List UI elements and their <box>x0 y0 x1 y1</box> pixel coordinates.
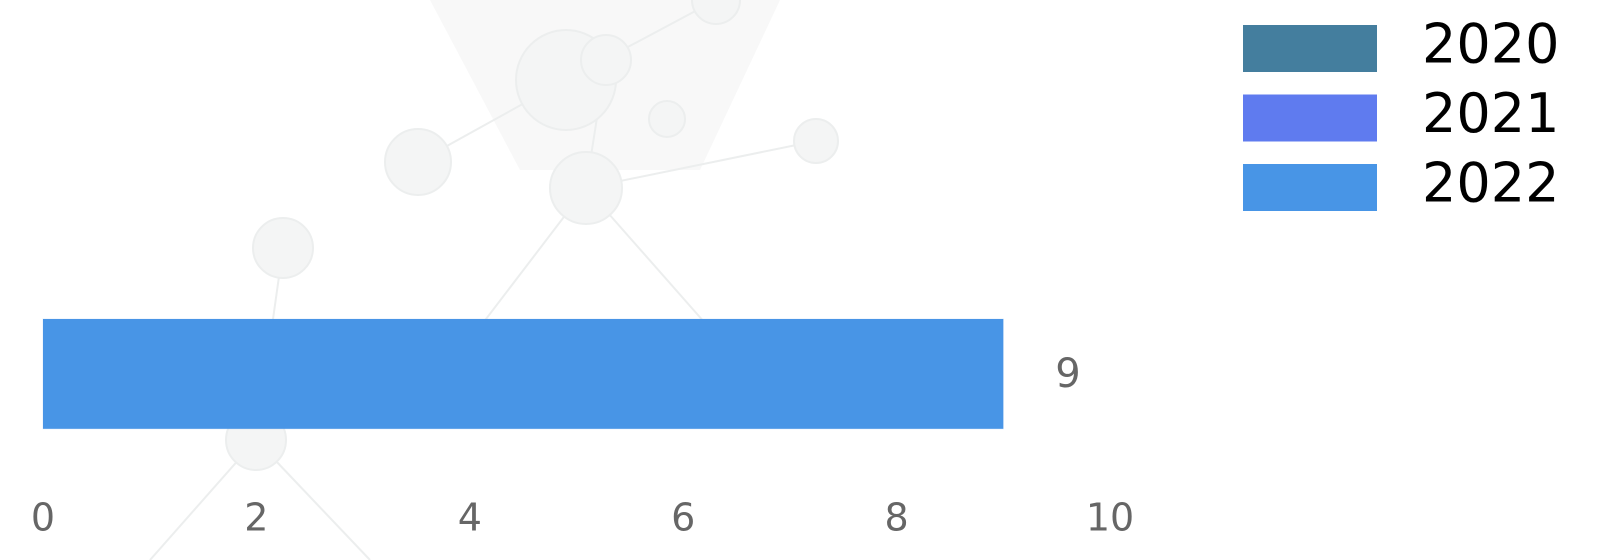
x-tick-label: 4 <box>458 496 482 540</box>
legend-swatch <box>1243 94 1377 142</box>
x-tick-label: 10 <box>1086 496 1134 540</box>
legend-label: 2020 <box>1422 13 1559 76</box>
x-tick-label: 2 <box>244 496 268 540</box>
legend-swatch <box>1243 25 1377 72</box>
legend-swatch <box>1243 164 1377 211</box>
legend-label: 2021 <box>1422 82 1559 145</box>
x-tick-label: 8 <box>885 496 909 540</box>
x-tick-label: 6 <box>671 496 695 540</box>
legend-label: 2022 <box>1422 152 1559 215</box>
bar <box>42 318 1004 430</box>
value-label: 9 <box>1055 351 1080 397</box>
x-tick-label: 0 <box>31 496 55 540</box>
background-decoration <box>149 0 839 560</box>
